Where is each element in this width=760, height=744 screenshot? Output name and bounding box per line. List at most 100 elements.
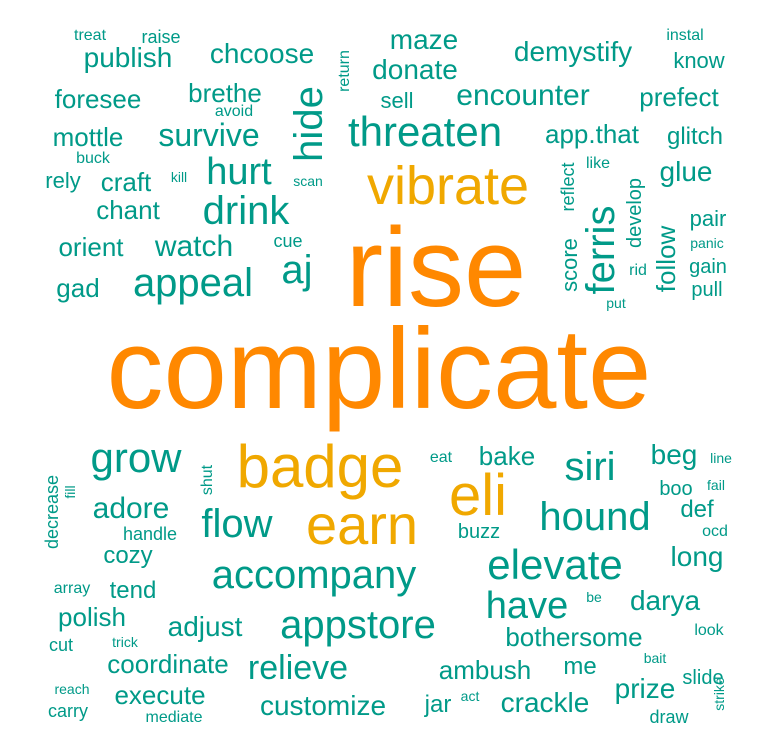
word-def: def xyxy=(680,496,714,523)
word-flow: flow xyxy=(201,502,273,546)
word-brethe: brethe xyxy=(188,78,262,108)
word-bait: bait xyxy=(643,650,667,666)
word-line: line xyxy=(710,450,732,466)
word-foresee: foresee xyxy=(54,84,142,114)
word-handle: handle xyxy=(122,524,178,544)
word-relieve: relieve xyxy=(247,649,349,687)
word-score: score xyxy=(557,238,582,292)
word-draw: draw xyxy=(649,707,689,727)
word-adjust: adjust xyxy=(167,611,243,642)
word-ocd: ocd xyxy=(702,523,728,540)
word-avoid: avoid xyxy=(214,103,254,120)
word-vibrate: vibrate xyxy=(366,156,530,216)
word-drink: drink xyxy=(202,189,290,233)
word-sell: sell xyxy=(380,88,414,113)
word-badge: badge xyxy=(236,433,404,500)
word-have: have xyxy=(485,585,569,627)
word-buck: buck xyxy=(76,150,110,167)
word-slide: slide xyxy=(682,667,724,689)
word-maze: maze xyxy=(389,24,459,55)
word-chant: chant xyxy=(96,195,160,225)
word-bake: bake xyxy=(478,441,536,471)
word-execute: execute xyxy=(114,680,206,710)
word-donate: donate xyxy=(372,54,458,85)
word-rise: rise xyxy=(345,205,527,330)
word-cue: cue xyxy=(273,231,303,251)
word-complicate: complicate xyxy=(106,306,652,433)
word-tend: tend xyxy=(109,577,157,604)
word-shut: shut xyxy=(199,464,216,496)
word-hide: hide xyxy=(287,86,331,162)
word-hurt: hurt xyxy=(206,151,272,193)
word-survive: survive xyxy=(158,117,260,153)
word-reflect: reflect xyxy=(558,162,578,212)
word-know: know xyxy=(673,48,725,73)
word-threaten: threaten xyxy=(347,108,503,155)
word-aj: aj xyxy=(281,248,313,292)
word-adore: adore xyxy=(92,492,170,525)
word-return: return xyxy=(336,50,353,92)
word-decrease: decrease xyxy=(42,474,62,550)
word-carry: carry xyxy=(48,701,88,721)
word-earn: earn xyxy=(305,493,419,556)
word-beg: beg xyxy=(650,439,698,470)
word-mediate: mediate xyxy=(145,709,203,726)
word-prefect: prefect xyxy=(639,82,719,112)
word-app.that: app.that xyxy=(545,119,639,149)
word-cut: cut xyxy=(48,635,74,655)
word-demystify: demystify xyxy=(513,36,633,67)
word-fail: fail xyxy=(707,477,725,493)
word-long: long xyxy=(670,541,724,572)
word-boo: boo xyxy=(659,478,693,500)
word-follow: follow xyxy=(651,225,681,293)
word-fill: fill xyxy=(62,485,78,499)
word-accompany: accompany xyxy=(211,553,417,597)
word-appstore: appstore xyxy=(280,603,436,647)
word-eli: eli xyxy=(448,463,508,528)
word-pair: pair xyxy=(689,206,727,231)
word-cozy: cozy xyxy=(103,542,153,569)
word-gad: gad xyxy=(56,273,100,303)
word-watch: watch xyxy=(154,230,234,263)
word-put: put xyxy=(606,295,626,311)
word-gain: gain xyxy=(689,256,727,278)
word-appeal: appeal xyxy=(132,261,254,305)
word-siri: siri xyxy=(564,445,616,489)
word-panic: panic xyxy=(690,235,724,251)
word-eat: eat xyxy=(429,449,453,466)
word-glue: glue xyxy=(659,156,713,187)
word-elevate: elevate xyxy=(487,541,623,588)
word-reach: reach xyxy=(54,681,90,697)
word-jar: jar xyxy=(424,691,452,718)
word-chcoose: chcoose xyxy=(209,38,315,69)
word-mottle: mottle xyxy=(52,122,124,152)
word-bothersome: bothersome xyxy=(505,622,643,652)
word-array: array xyxy=(53,580,91,597)
word-glitch: glitch xyxy=(666,123,724,150)
word-me: me xyxy=(563,653,597,680)
word-act: act xyxy=(460,688,480,704)
word-grow: grow xyxy=(90,434,182,481)
word-pull: pull xyxy=(691,279,723,301)
word-buzz: buzz xyxy=(457,521,501,543)
word-trick: trick xyxy=(112,634,138,650)
word-darya: darya xyxy=(629,585,701,616)
word-treat: treat xyxy=(73,27,107,44)
word-orient: orient xyxy=(58,232,124,262)
word-hound: hound xyxy=(539,495,651,539)
word-customize: customize xyxy=(259,690,387,721)
word-develop: develop xyxy=(624,177,646,249)
word-scan: scan xyxy=(293,173,323,189)
word-look: look xyxy=(694,622,724,639)
word-strike: strike xyxy=(711,677,727,711)
word-polish: polish xyxy=(58,602,126,632)
word-craft: craft xyxy=(100,167,152,197)
word-crackle: crackle xyxy=(500,687,590,718)
word-like: like xyxy=(585,155,611,172)
word-instal: instal xyxy=(666,27,704,44)
word-encounter: encounter xyxy=(456,79,590,112)
word-publish: publish xyxy=(83,42,173,73)
word-raise: raise xyxy=(141,27,181,47)
word-prize: prize xyxy=(614,673,676,704)
